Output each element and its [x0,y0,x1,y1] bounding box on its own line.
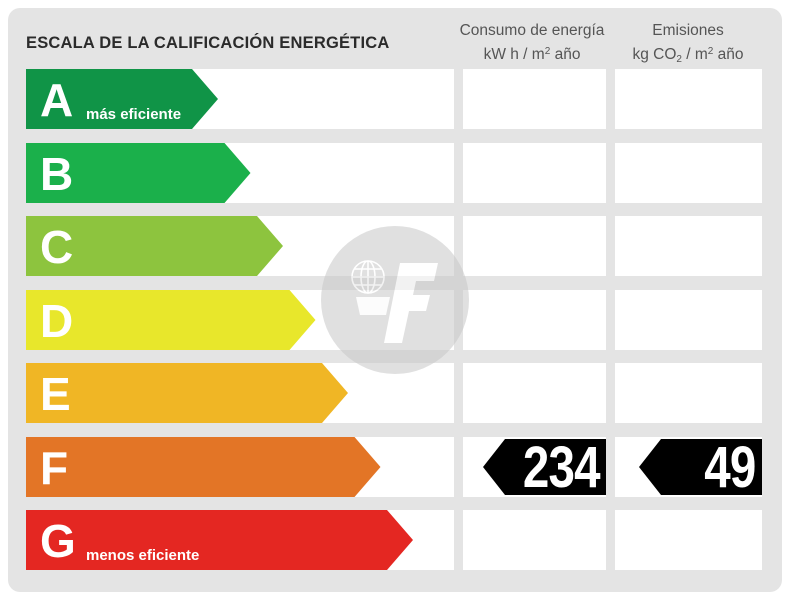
consumo-header-unit: kW h / m2 año [483,46,581,63]
emisiones-cell [615,289,762,350]
consumo-cell [463,289,606,350]
rating-letter: D [40,294,74,347]
consumo-column-header: Consumo de energía kW h / m2 año [456,20,608,65]
consumo-value-arrow: 234 [483,434,606,500]
rating-row-f: F 234 49 [26,434,762,500]
consumo-header-line1: Consumo de energía [459,22,605,39]
rating-bar-b: B [26,142,251,203]
emisiones-column-header: Emisiones kg CO2 / m2 año [612,20,764,70]
consumo-cell [463,363,606,423]
emisiones-header-unit: kg CO2 / m2 año [632,46,744,65]
emisiones-value-arrow: 49 [639,434,762,500]
consumo-value-arrow-number: 234 [523,434,601,500]
scale-title: ESCALA DE LA CALIFICACIÓN ENERGÉTICA [26,34,390,52]
rating-sublabel: más eficiente [86,106,182,123]
rating-letter: G [40,515,76,567]
rating-row-b: B [26,142,762,203]
rating-bar-f: F [26,436,381,497]
rating-bar-e: E [26,363,348,423]
emisiones-cell [615,363,762,423]
rating-letter: C [40,221,74,273]
consumo-cell [463,69,606,129]
emisiones-cell [615,510,762,570]
emisiones-header-line1: Emisiones [652,22,724,39]
consumo-cell [463,142,606,203]
rating-bar-d: D [26,289,316,350]
emisiones-cell [615,216,762,276]
watermark-logo-icon [321,226,469,374]
rating-row-e: E [26,363,762,423]
emisiones-cell [615,142,762,203]
rating-letter: E [40,368,71,420]
emisiones-value-arrow-number: 49 [704,434,757,500]
consumo-cell [463,216,606,276]
consumo-cell [463,510,606,570]
rating-letter: F [40,441,69,494]
emisiones-cell [615,69,762,129]
rating-letter: B [40,147,74,200]
rating-letter: A [40,74,74,126]
rating-bar-c: C [26,216,283,276]
rating-sublabel: menos eficiente [86,547,200,564]
